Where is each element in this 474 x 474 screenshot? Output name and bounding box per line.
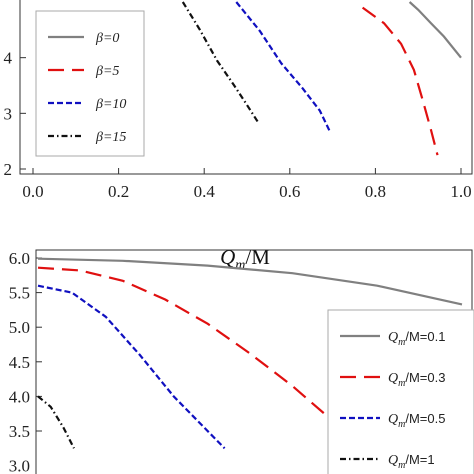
top-y-tick-label: 2 [4, 160, 13, 179]
top-series-line-15 [181, 1, 259, 123]
top-x-axis-sub: m [235, 258, 245, 273]
bottom-y-ticks: 6.0 5.5 5.0 4.5 4.0 3.5 3.0 [9, 249, 42, 474]
top-x-tick-label: 0.6 [279, 182, 300, 201]
bottom-chart: 6.05.55.04.54.03.53.0 Qm/M=0.1Qm/M=0.3Qm… [9, 249, 474, 474]
bottom-y-tick-label: 4.5 [9, 353, 30, 372]
bottom-series-group [37, 257, 463, 450]
top-x-axis-title: Qm/M [220, 245, 270, 273]
bottom-series-line-q-m-m-0-3 [37, 266, 361, 446]
bottom-y-tick-label: 6.0 [9, 249, 30, 268]
top-legend-label-5: β=5 [95, 64, 119, 79]
top-series-group [181, 1, 462, 156]
bottom-series-line-q-m-m-0-5 [37, 284, 226, 450]
bottom-y-tick-label-partial: 3.0 [9, 457, 30, 474]
top-x-tick-label: 0.4 [194, 182, 216, 201]
top-legend-label-10: β=10 [95, 97, 126, 112]
top-x-axis-var: Q [220, 245, 235, 269]
top-y-ticks: 2 3 4 [4, 49, 26, 179]
top-chart: 2 3 4 0.0 0.2 0.4 0.6 0.8 1.0 β=0 β=5 β=10 β=15 Qm… [4, 0, 473, 273]
bottom-legend-label-q-m-m-0-5: Qm/M=0.5 [388, 411, 445, 430]
top-legend-label-0: β=0 [95, 31, 119, 46]
top-plot-frame [19, 0, 473, 175]
bottom-series-line-q-m-m-1 [37, 395, 75, 449]
top-y-tick-label: 3 [4, 104, 13, 123]
top-x-tick-label: 0.8 [365, 182, 386, 201]
bottom-legend-box [327, 309, 474, 474]
bottom-legend-label-q-m-m-1: Qm/M=1 [388, 452, 435, 471]
top-series-line-0 [408, 1, 462, 59]
top-legend: β=0 β=5 β=10 β=15 [35, 10, 145, 157]
top-legend-box [35, 10, 145, 157]
bottom-legend-label-q-m-m-0-1: Qm/M=0.1 [388, 329, 445, 348]
top-x-tick-label: 1.0 [450, 182, 471, 201]
top-series-line-5 [361, 6, 439, 156]
bottom-y-tick-label: 5.5 [9, 284, 30, 303]
top-y-tick-label: 4 [4, 49, 13, 68]
bottom-series-line-q-m-m-0-1 [37, 257, 463, 306]
top-series-line-10 [235, 1, 332, 134]
top-x-ticks: 0.0 0.2 0.4 0.6 0.8 1.0 [22, 168, 472, 201]
bottom-y-tick-label: 5.0 [9, 318, 30, 337]
top-x-axis-rest: /M [245, 245, 270, 269]
bottom-y-tick-label: 3.5 [9, 422, 30, 441]
top-x-tick-label: 0.0 [22, 182, 43, 201]
bottom-y-tick-label: 4.0 [9, 387, 30, 406]
bottom-legend-label-q-m-m-0-3: Qm/M=0.3 [388, 370, 445, 389]
top-x-tick-label: 0.2 [108, 182, 129, 201]
bottom-legend: Qm/M=0.1 Qm/M=0.3 Qm/M=0.5 Qm/M=1 [327, 309, 474, 474]
top-legend-label-15: β=15 [95, 130, 126, 145]
